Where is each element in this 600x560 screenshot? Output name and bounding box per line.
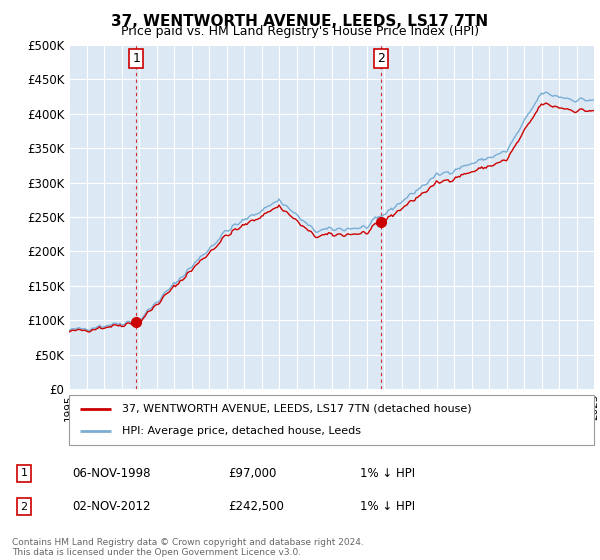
- Text: 37, WENTWORTH AVENUE, LEEDS, LS17 7TN: 37, WENTWORTH AVENUE, LEEDS, LS17 7TN: [112, 14, 488, 29]
- Text: 02-NOV-2012: 02-NOV-2012: [72, 500, 151, 514]
- Text: Contains HM Land Registry data © Crown copyright and database right 2024.
This d: Contains HM Land Registry data © Crown c…: [12, 538, 364, 557]
- Text: 1: 1: [20, 468, 28, 478]
- Text: 2: 2: [377, 52, 385, 65]
- Text: HPI: Average price, detached house, Leeds: HPI: Average price, detached house, Leed…: [121, 426, 361, 436]
- Text: 06-NOV-1998: 06-NOV-1998: [72, 466, 151, 480]
- Text: 37, WENTWORTH AVENUE, LEEDS, LS17 7TN (detached house): 37, WENTWORTH AVENUE, LEEDS, LS17 7TN (d…: [121, 404, 471, 414]
- Text: £242,500: £242,500: [228, 500, 284, 514]
- FancyBboxPatch shape: [69, 395, 594, 445]
- Text: 1: 1: [133, 52, 140, 65]
- Text: £97,000: £97,000: [228, 466, 277, 480]
- Text: 1% ↓ HPI: 1% ↓ HPI: [360, 500, 415, 514]
- Text: 2: 2: [20, 502, 28, 512]
- Text: Price paid vs. HM Land Registry's House Price Index (HPI): Price paid vs. HM Land Registry's House …: [121, 25, 479, 38]
- Text: 1% ↓ HPI: 1% ↓ HPI: [360, 466, 415, 480]
